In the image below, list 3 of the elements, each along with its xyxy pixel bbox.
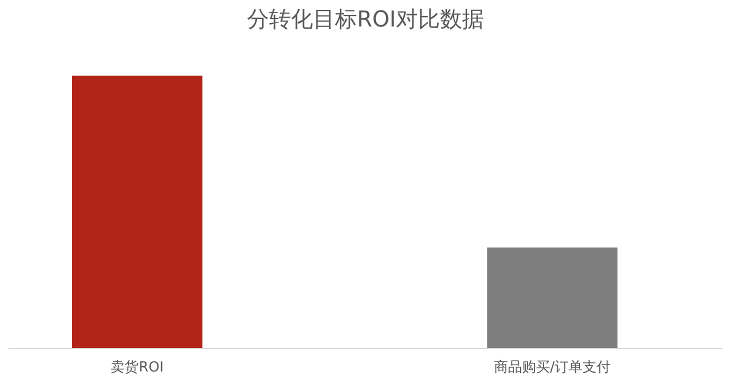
x-tick-label: 商品购买/订单支付: [494, 360, 611, 376]
chart-title: 分转化目标ROI对比数据: [246, 8, 484, 32]
x-tick-label: 卖货ROI: [110, 360, 164, 376]
